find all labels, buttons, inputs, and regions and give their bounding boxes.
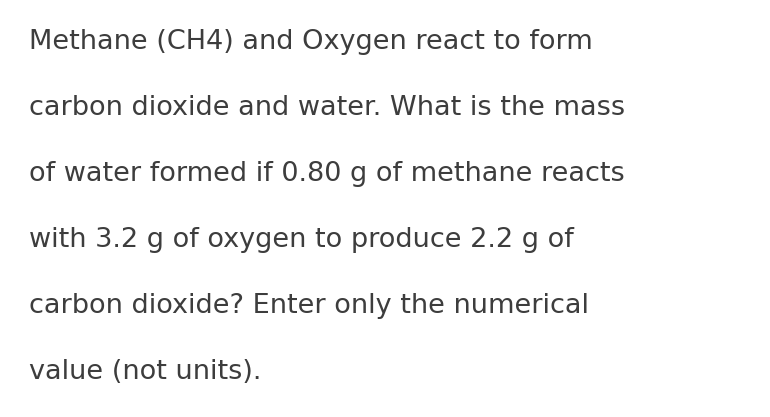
- Text: carbon dioxide and water. What is the mass: carbon dioxide and water. What is the ma…: [29, 95, 625, 121]
- Text: of water formed if 0.80 g of methane reacts: of water formed if 0.80 g of methane rea…: [29, 161, 625, 187]
- Text: carbon dioxide? Enter only the numerical: carbon dioxide? Enter only the numerical: [29, 293, 589, 319]
- Text: Methane (CH4) and Oxygen react to form: Methane (CH4) and Oxygen react to form: [29, 29, 593, 55]
- Text: value (not units).: value (not units).: [29, 359, 262, 384]
- Text: with 3.2 g of oxygen to produce 2.2 g of: with 3.2 g of oxygen to produce 2.2 g of: [29, 227, 574, 253]
